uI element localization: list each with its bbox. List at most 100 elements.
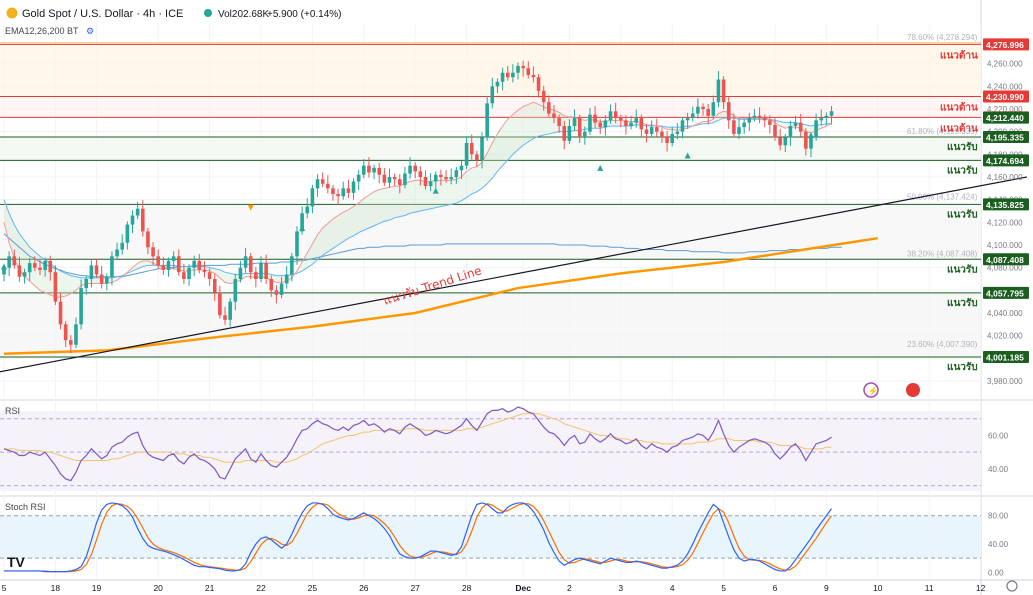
candle-body <box>804 131 808 149</box>
candle-body <box>706 109 710 116</box>
support-price-tag-bg <box>983 198 1029 211</box>
candle-body <box>254 272 258 279</box>
candle-body <box>413 165 417 172</box>
gold-symbol-icon[interactable] <box>6 7 18 19</box>
candle-body <box>675 131 680 134</box>
fib-level-label: 78.60% (4,278.294) <box>907 33 978 42</box>
candle-body <box>300 213 304 232</box>
candle-body <box>511 72 515 78</box>
candle-body <box>125 224 130 243</box>
candle-body <box>387 177 392 183</box>
candle-body <box>516 65 520 73</box>
buy-signal-marker <box>597 164 604 171</box>
stoch-axis-label: 0.00 <box>988 568 1004 577</box>
timezone-settings-icon[interactable] <box>1006 580 1018 592</box>
price-axis-label: 4,040.000 <box>987 309 1023 318</box>
time-axis-label: 28 <box>462 583 472 593</box>
candle-body <box>778 137 782 146</box>
stoch-rsi-title: Stoch RSI <box>5 502 46 512</box>
candle-body <box>613 111 618 119</box>
time-axis-label: 20 <box>153 583 163 593</box>
candle-body <box>814 120 818 138</box>
time-axis-label: 21 <box>205 583 215 593</box>
candle-body <box>567 126 572 141</box>
candle-body <box>2 267 6 275</box>
bottom-toolbar: TV ⚡ <box>7 382 1018 592</box>
candle-body <box>824 115 829 119</box>
price-axis-label: 4,260.000 <box>987 60 1023 69</box>
market-status-icon <box>204 9 212 17</box>
candle-body <box>248 256 253 273</box>
candle-body <box>762 118 767 121</box>
candle-body <box>798 122 803 132</box>
candle-body <box>608 111 613 121</box>
indicator-legend[interactable]: EMA12,26,200 BT <box>5 26 79 36</box>
support-zone-label: แนวรับ <box>947 208 978 220</box>
support-price-tag: 4,001.185 <box>986 352 1024 362</box>
candle-body <box>464 143 469 166</box>
price-axis-label: 4,080.000 <box>987 264 1023 273</box>
candle-body <box>58 301 63 325</box>
time-axis-label: 5 <box>721 583 726 593</box>
candle-body <box>526 68 531 75</box>
candle-body <box>490 86 495 104</box>
candle-body <box>264 263 268 279</box>
candle-body <box>269 279 274 291</box>
candle-body <box>562 126 567 141</box>
support-zone-label: แนวรับ <box>947 297 978 309</box>
rsi-title: RSI <box>5 406 20 416</box>
candle-body <box>593 114 597 123</box>
resistance-price-tag: 4,230.990 <box>986 92 1024 102</box>
candle-body <box>439 174 443 177</box>
candle-body <box>721 79 726 103</box>
time-axis-label: 27 <box>410 583 420 593</box>
candle-body <box>202 269 207 273</box>
support-zone <box>0 292 981 357</box>
support-zone <box>0 136 981 161</box>
candle-body <box>557 118 561 126</box>
candle-body <box>94 265 99 275</box>
candle-body <box>428 181 433 187</box>
candle-body <box>577 118 582 137</box>
candle-body <box>79 288 83 325</box>
candle-body <box>783 137 788 146</box>
candle-body <box>74 324 78 345</box>
candle-body <box>336 194 340 197</box>
candle-body <box>536 77 541 91</box>
candle-body <box>423 177 428 187</box>
support-price-tag: 4,057.795 <box>986 288 1024 298</box>
candle-body <box>351 181 356 193</box>
candle-body <box>788 126 793 138</box>
candle-body <box>603 120 608 128</box>
candle-body <box>588 114 592 132</box>
candle-body <box>63 324 68 341</box>
symbol-title[interactable]: Gold Spot / U.S. Dollar · 4h · ICE <box>22 8 183 20</box>
settings-gear-icon[interactable]: ⚙ <box>86 26 94 36</box>
candle-body <box>362 165 366 175</box>
support-zone-label: แนวรับ <box>947 263 978 275</box>
candle-body <box>742 122 746 128</box>
candle-body <box>732 120 736 134</box>
candle-body <box>33 263 37 268</box>
us-flag-event-icon[interactable] <box>906 383 920 397</box>
candle-body <box>392 177 397 180</box>
candle-body <box>69 340 73 345</box>
candle-body <box>320 179 325 184</box>
sma-line <box>3 233 842 278</box>
lightning-glyph-icon: ⚡ <box>868 385 879 397</box>
candle-body <box>505 72 510 78</box>
candle-body <box>737 127 741 134</box>
candle-body <box>284 274 289 284</box>
lightning-event-icon[interactable] <box>863 382 879 398</box>
candle-body <box>105 276 109 284</box>
price-axis-label: 4,020.000 <box>987 332 1023 341</box>
stoch-k-line <box>4 502 833 573</box>
ema12-line <box>3 101 832 298</box>
fib-level-label: 38.20% (4,087.408) <box>907 249 978 258</box>
candle-body <box>701 106 705 109</box>
candle-body <box>382 174 387 183</box>
ema-cloud <box>4 102 832 298</box>
trend-line[interactable] <box>0 176 1027 373</box>
current-price-tag-bg <box>983 111 1029 124</box>
time-axis-label: 6 <box>773 583 778 593</box>
